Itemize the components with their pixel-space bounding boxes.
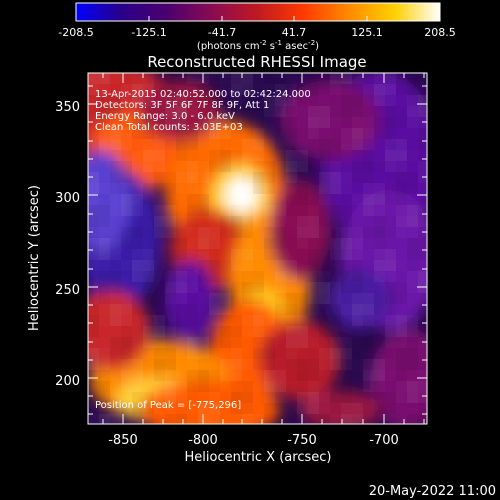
x-tick-label: -800 [188, 433, 218, 448]
x-tick-label: -750 [287, 433, 317, 448]
x-tick-label: -850 [108, 433, 138, 448]
colorbar-ticks: -208.5 -125.1 -41.7 41.7 125.1 208.5 [58, 16, 456, 39]
x-tick-label: -700 [369, 433, 399, 448]
y-tick-label: 300 [55, 191, 80, 206]
annotation-peak-position: Position of Peak = [-775,296] [95, 400, 241, 411]
annotation-time-range: 13-Apr-2015 02:40:52.000 to 02:42:24.000 [95, 89, 311, 100]
colorbar-tick-label: -208.5 [58, 26, 93, 39]
colorbar-tick-label: 125.1 [351, 26, 383, 39]
plot-frame [87, 72, 428, 425]
y-tick-label: 250 [55, 283, 80, 298]
solar-image [88, 73, 427, 424]
annotation-energy-range: Energy Range: 3.0 - 6.0 keV [95, 111, 235, 122]
colorbar-tick-label: -41.7 [208, 26, 236, 39]
x-tick-labels: -850 -800 -750 -700 [108, 433, 399, 448]
y-tick-labels: 200 250 300 350 [55, 100, 80, 389]
annotation-detectors: Detectors: 3F 5F 6F 7F 8F 9F, Att 1 [95, 100, 269, 111]
y-axis-label: Heliocentric Y (arcsec) [27, 185, 42, 331]
axis-ticks [88, 73, 427, 424]
y-tick-label: 350 [55, 100, 80, 115]
colorbar-unit-label: (photons cm-2 s-1 asec-2) [197, 39, 319, 52]
colorbar [76, 3, 440, 21]
colorbar-tick-label: 208.5 [424, 26, 456, 39]
annotation-counts: Clean Total counts: 3.03E+03 [95, 122, 243, 133]
y-tick-label: 200 [55, 374, 80, 389]
image-annotations: 13-Apr-2015 02:40:52.000 to 02:42:24.000… [95, 89, 311, 411]
colorbar-frame [75, 2, 441, 22]
x-axis-label: Heliocentric X (arcsec) [185, 450, 332, 465]
plot-title: Reconstructed RHESSI Image [147, 53, 366, 71]
colorbar-tick-label: -125.1 [131, 26, 166, 39]
colorbar-tick-label: 41.7 [282, 26, 307, 39]
footer-timestamp: 20-May-2022 11:00 [369, 484, 496, 499]
